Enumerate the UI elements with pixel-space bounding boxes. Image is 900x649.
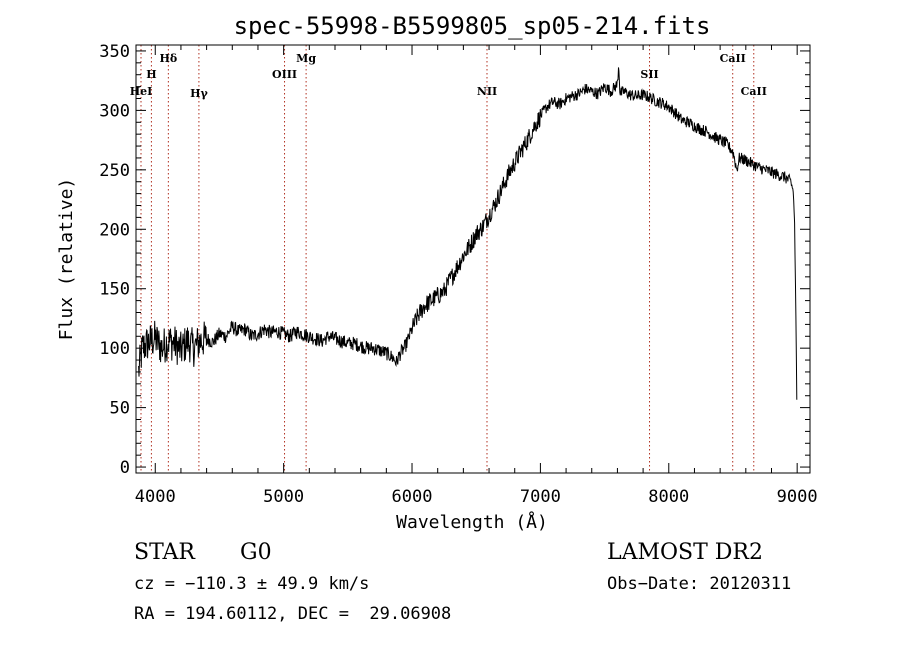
x-tick-label: 6000 [392,487,433,507]
line-marker-label: HeI [130,85,153,98]
obs-date: Obs−Date: 20120311 [607,574,792,594]
y-axis-ticks: 0 50 100 150 200 250 300 350 [99,42,810,478]
survey-name: LAMOST DR2 [607,540,763,565]
x-tick-label: 7000 [520,487,561,507]
line-marker-label: SII [640,68,658,81]
line-marker-label: H [146,68,156,81]
plot-frame [135,44,811,474]
emission-line-labels: HeI HHδ Hγ OIII Mg NII SII CaII CaII [130,52,767,100]
x-tick-label: 5000 [263,487,304,507]
coordinates: RA = 194.60112, DEC = 29.06908 [134,604,452,624]
y-axis-label: Flux (relative) [56,178,77,341]
line-marker-label: NII [477,85,497,98]
spectrum-series [138,67,798,400]
emission-line-markers [140,45,755,473]
line-marker-label: Hδ [159,52,177,65]
line-marker-label: Hγ [190,87,208,100]
line-marker-label: CaII [720,52,746,65]
chart-title: spec-55998-B5599805_sp05-214.fits [234,12,711,40]
cz-value: cz = −110.3 ± 49.9 km/s [134,574,370,594]
y-tick-label: 350 [99,42,130,62]
y-tick-label: 100 [99,339,130,359]
x-tick-label: 4000 [135,487,176,507]
x-tick-label: 9000 [777,487,818,507]
y-tick-label: 50 [110,399,130,419]
y-tick-label: 200 [99,220,130,240]
line-marker-label: CaII [741,85,767,98]
spectral-subclass: G0 [240,540,272,565]
x-axis-label: Wavelength (Å) [396,511,548,533]
x-tick-label: 8000 [648,487,689,507]
y-tick-label: 0 [120,458,130,478]
y-tick-label: 150 [99,280,130,300]
y-tick-label: 250 [99,161,130,181]
x-axis-ticks: 4000 5000 6000 7000 8000 9000 [135,45,818,507]
line-marker-label: Mg [296,52,316,65]
object-type: STAR [134,540,195,565]
y-tick-label: 300 [99,101,130,121]
line-marker-label: OIII [272,68,297,81]
spectrum-line [138,67,798,400]
